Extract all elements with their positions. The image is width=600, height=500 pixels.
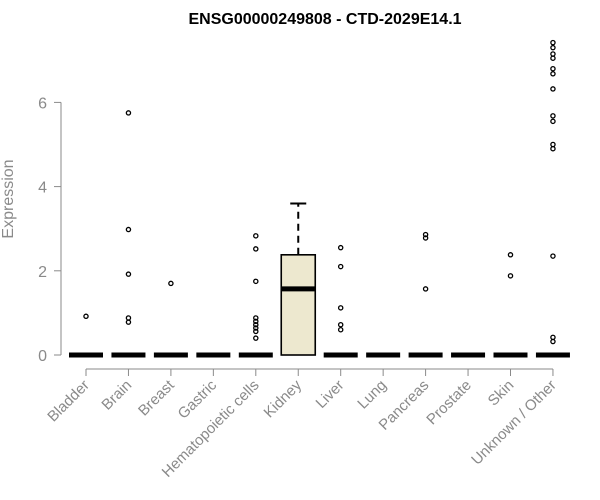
outlier-unknown-other-7 bbox=[550, 113, 556, 119]
outlier-hematopoietic-cells-6 bbox=[253, 325, 259, 331]
y-axis-label: Expression bbox=[0, 159, 17, 238]
outlier-unknown-other-8 bbox=[550, 118, 556, 125]
outlier-unknown-other-0 bbox=[550, 39, 556, 46]
box-kidney bbox=[280, 202, 317, 356]
outlier-unknown-other-3 bbox=[550, 55, 556, 61]
box-liver bbox=[323, 244, 358, 358]
box-brain bbox=[111, 110, 146, 358]
y-tick-label-2: 2 bbox=[38, 264, 47, 281]
outlier-liver-3 bbox=[337, 321, 344, 328]
y-tick-label-6: 6 bbox=[38, 95, 47, 112]
outlier-brain-1 bbox=[125, 226, 132, 233]
outlier-hematopoietic-cells-2 bbox=[253, 278, 259, 285]
outlier-unknown-other-1 bbox=[550, 44, 556, 51]
box-skin bbox=[493, 252, 528, 358]
y-tick-label-4: 4 bbox=[38, 180, 47, 197]
outlier-skin-0 bbox=[507, 252, 514, 258]
y-tick-label-0: 0 bbox=[38, 348, 47, 365]
x-tick-label-brain: Brain bbox=[98, 377, 135, 414]
outlier-unknown-other-13 bbox=[550, 338, 556, 345]
outlier-hematopoietic-cells-3 bbox=[253, 315, 259, 321]
box-plot-series bbox=[69, 39, 570, 358]
x-tick-label-kidney: Kidney bbox=[261, 376, 306, 421]
x-tick-label-skin: Skin bbox=[485, 377, 518, 410]
outlier-hematopoietic-cells-4 bbox=[253, 318, 259, 325]
outlier-skin-1 bbox=[507, 273, 514, 279]
box-hematopoietic-cells bbox=[238, 233, 273, 358]
outlier-liver-4 bbox=[337, 326, 344, 333]
outlier-liver-0 bbox=[337, 244, 344, 251]
box-body-kidney bbox=[280, 254, 317, 356]
outlier-hematopoietic-cells-7 bbox=[253, 328, 259, 335]
outlier-pancreas-0 bbox=[422, 231, 429, 238]
x-tick-label-bladder: Bladder bbox=[44, 377, 93, 426]
box-unknown-other bbox=[535, 39, 570, 358]
x-tick-label-breast: Breast bbox=[135, 376, 178, 419]
outlier-bladder-0 bbox=[83, 313, 89, 320]
chart-title: ENSG00000249808 - CTD-2029E14.1 bbox=[188, 11, 461, 28]
outlier-unknown-other-4 bbox=[550, 65, 556, 72]
box-bladder bbox=[69, 313, 103, 358]
box-pancreas bbox=[408, 231, 443, 358]
outlier-hematopoietic-cells-1 bbox=[253, 246, 259, 252]
outlier-unknown-other-11 bbox=[550, 253, 556, 259]
x-tick-label-lung: Lung bbox=[354, 377, 390, 413]
outlier-hematopoietic-cells-0 bbox=[253, 233, 259, 239]
outlier-unknown-other-6 bbox=[550, 86, 556, 92]
x-tick-label-liver: Liver bbox=[313, 377, 348, 412]
outlier-hematopoietic-cells-5 bbox=[253, 321, 259, 328]
x-tick-label-prostate: Prostate bbox=[423, 377, 475, 429]
outlier-brain-0 bbox=[125, 110, 132, 116]
outlier-liver-2 bbox=[337, 305, 344, 311]
outlier-breast-0 bbox=[168, 280, 174, 287]
outlier-pancreas-2 bbox=[422, 286, 429, 292]
outlier-liver-1 bbox=[337, 263, 344, 270]
outlier-unknown-other-5 bbox=[550, 71, 556, 77]
box-breast bbox=[153, 280, 188, 358]
outlier-hematopoietic-cells-8 bbox=[253, 335, 259, 341]
outlier-pancreas-1 bbox=[422, 235, 429, 241]
outlier-brain-2 bbox=[125, 271, 132, 277]
outlier-unknown-other-10 bbox=[550, 145, 556, 152]
outlier-brain-4 bbox=[125, 319, 132, 325]
y-axis: 0 2 4 6 bbox=[38, 95, 62, 365]
